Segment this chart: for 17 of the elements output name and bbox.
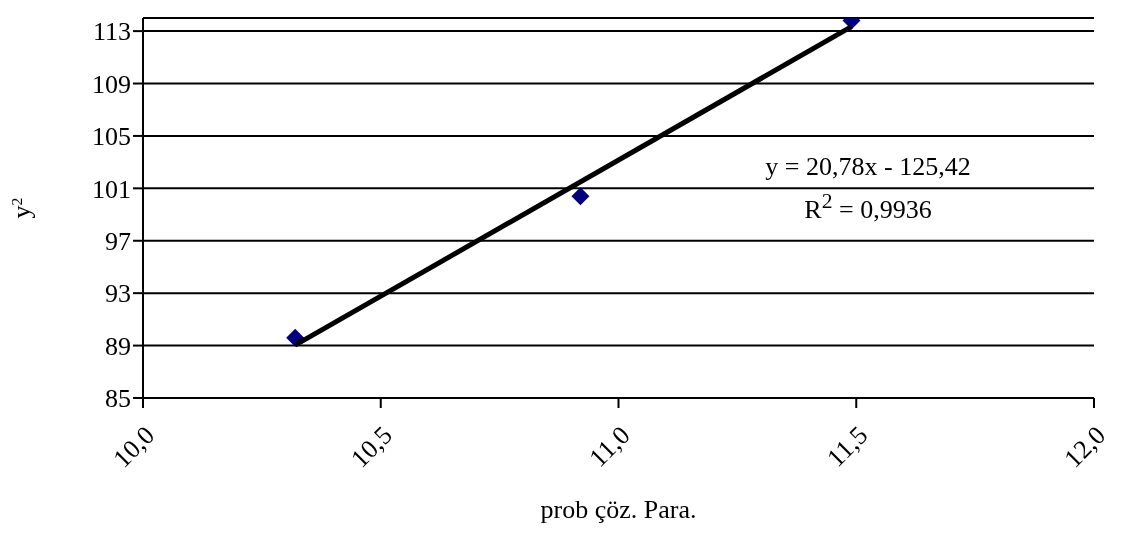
x-tick-label: 11,0 (583, 420, 636, 473)
x-axis-title: prob çöz. Para. (540, 495, 697, 524)
x-tick-label: 10,5 (345, 420, 398, 474)
point (571, 187, 590, 206)
annotation: y = 20,78x - 125,42 (764, 151, 972, 183)
x-tick-label: 10,0 (107, 420, 161, 474)
annotation: R$^{2}$ = 0,9936 (803, 188, 933, 226)
x-tick-label: 11,5 (821, 420, 874, 473)
y-tick-label: 93 (105, 279, 131, 309)
y-tick-label: 113 (92, 17, 131, 47)
y-tick-label: 101 (92, 174, 131, 204)
y-tick-label: 109 (92, 69, 131, 99)
y-tick-label: 85 (105, 384, 131, 414)
y-tick-label: 105 (92, 122, 131, 152)
y-tick-label: 97 (105, 226, 131, 256)
y-tick-label: 89 (105, 331, 131, 361)
x-tick-label: 12,0 (1058, 420, 1112, 474)
